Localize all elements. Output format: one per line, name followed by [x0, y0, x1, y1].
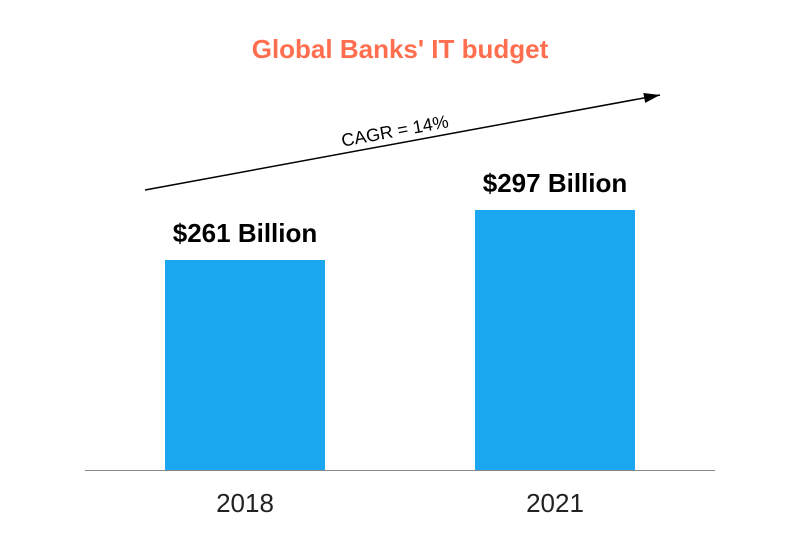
x-label-2021: 2021 [475, 488, 635, 519]
bar-2021 [475, 210, 635, 470]
chart-title: Global Banks' IT budget [0, 34, 800, 65]
chart-container: Global Banks' IT budget $261 Billion 201… [0, 0, 800, 553]
bar-2018-value-label: $261 Billion [125, 218, 365, 249]
cagr-label: CAGR = 14% [314, 107, 475, 157]
bar-2018 [165, 260, 325, 470]
x-label-2018: 2018 [165, 488, 325, 519]
bar-2021-value-label: $297 Billion [435, 168, 675, 199]
cagr-arrow-head [643, 93, 660, 103]
x-axis-baseline [85, 470, 715, 471]
